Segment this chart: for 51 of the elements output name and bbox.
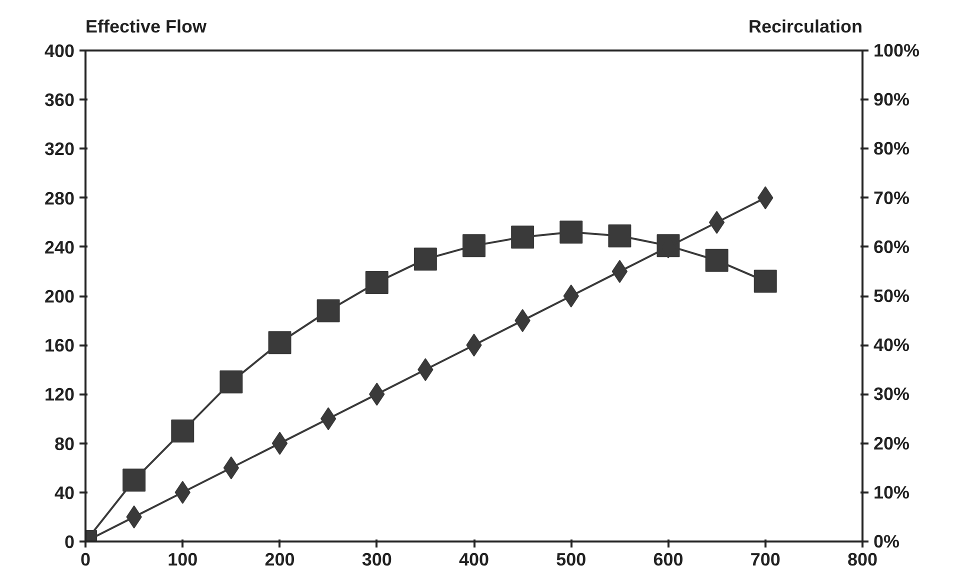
point bbox=[365, 270, 388, 294]
y-tick-label: 360 bbox=[44, 90, 75, 110]
y2-tick-label: 90% bbox=[874, 90, 910, 110]
y2-axis-title: Recirculation bbox=[748, 16, 862, 36]
y2-tick-label: 100% bbox=[874, 40, 920, 60]
x-tick-label: 500 bbox=[556, 550, 586, 570]
point bbox=[272, 432, 288, 455]
y-tick-label: 120 bbox=[44, 384, 75, 405]
point bbox=[560, 220, 583, 244]
y-tick-label: 160 bbox=[44, 336, 75, 356]
point bbox=[462, 234, 486, 258]
point bbox=[414, 248, 437, 271]
y2-tick-label: 0% bbox=[874, 532, 900, 552]
x-tick-label: 800 bbox=[847, 550, 878, 570]
y2-tick-label: 70% bbox=[874, 188, 910, 208]
x-tick-label: 0 bbox=[80, 550, 91, 570]
y-axis-title: Effective Flow bbox=[86, 16, 208, 36]
y2-tick-label: 60% bbox=[874, 236, 910, 257]
point bbox=[511, 226, 534, 249]
point bbox=[223, 456, 240, 480]
x-tick-label: 700 bbox=[750, 550, 780, 570]
point bbox=[268, 331, 292, 354]
y2-tick-label: 40% bbox=[874, 335, 910, 356]
x-tick-label: 300 bbox=[362, 550, 392, 570]
y2-tick-label: 10% bbox=[874, 482, 910, 502]
point bbox=[171, 420, 194, 443]
y2-tick-label: 30% bbox=[874, 384, 910, 404]
y2-tick-label: 80% bbox=[874, 138, 910, 159]
y2-tick-label: 50% bbox=[874, 286, 910, 306]
point bbox=[316, 299, 340, 322]
x-tick-label: 200 bbox=[264, 550, 295, 570]
point bbox=[220, 370, 243, 394]
y-tick-label: 320 bbox=[44, 139, 75, 160]
y-tick-label: 400 bbox=[44, 41, 75, 61]
x-tick-label: 100 bbox=[168, 550, 198, 570]
x-tick-label: 400 bbox=[458, 550, 490, 570]
x-tick-label: 600 bbox=[653, 550, 684, 570]
y-tick-label: 240 bbox=[44, 237, 75, 258]
point bbox=[708, 210, 725, 234]
point bbox=[122, 468, 146, 492]
point bbox=[754, 270, 777, 293]
y-tick-label: 280 bbox=[44, 188, 75, 208]
point bbox=[612, 260, 628, 283]
y2-tick-label: 20% bbox=[874, 433, 910, 454]
y-tick-label: 80 bbox=[54, 434, 75, 454]
point bbox=[705, 248, 728, 272]
point bbox=[608, 224, 632, 248]
y-tick-label: 0 bbox=[64, 532, 75, 552]
y-tick-label: 200 bbox=[44, 286, 75, 306]
point bbox=[320, 407, 336, 430]
y-tick-label: 40 bbox=[54, 482, 75, 503]
